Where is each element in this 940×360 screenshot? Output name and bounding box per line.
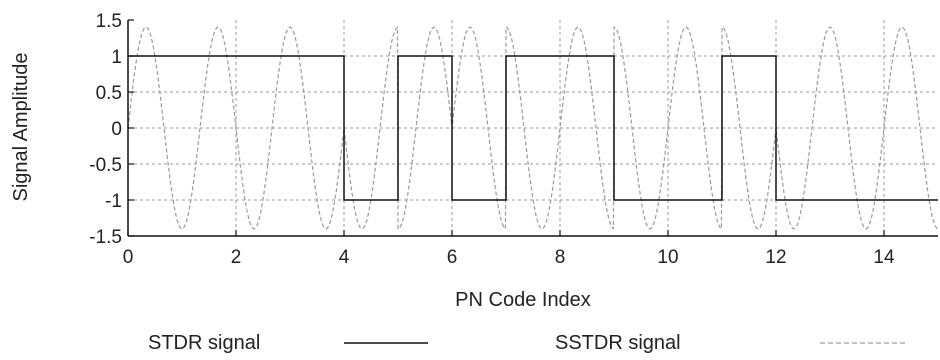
ticks: 1.510.50-0.5-1-1.50 2 4 6 8 10 12 14 [89,11,895,268]
legend-label-stdr: STDR signal [148,332,260,354]
x-tick-label: 6 [447,247,458,268]
x-tick-label: 8 [555,247,566,268]
y-tick-label: 0 [111,119,122,140]
x-tick-label: 0 [123,247,134,268]
x-axis-label: PN Code Index [455,289,591,311]
series-stdr-line [128,55,938,201]
x-tick-label: 2 [231,247,242,268]
x-tick-label: 12 [765,247,786,268]
x-tick-label: 14 [873,247,895,268]
y-tick-label: 1.5 [96,11,122,32]
x-tick-label: 10 [657,247,678,268]
y-tick-label: 1 [111,47,122,68]
y-tick-label: 0.5 [96,83,122,104]
y-tick-label: -0.5 [89,155,122,176]
y-axis-label: Signal Amplitude [10,53,32,202]
x-tick-label: 4 [339,247,350,268]
legend-label-sstdr: SSTDR signal [555,332,681,354]
grid [128,20,938,236]
legend: STDR signal SSTDR signal [148,332,905,354]
y-tick-label: -1 [105,191,122,212]
series-layer [127,26,939,230]
y-tick-label: -1.5 [89,227,122,248]
